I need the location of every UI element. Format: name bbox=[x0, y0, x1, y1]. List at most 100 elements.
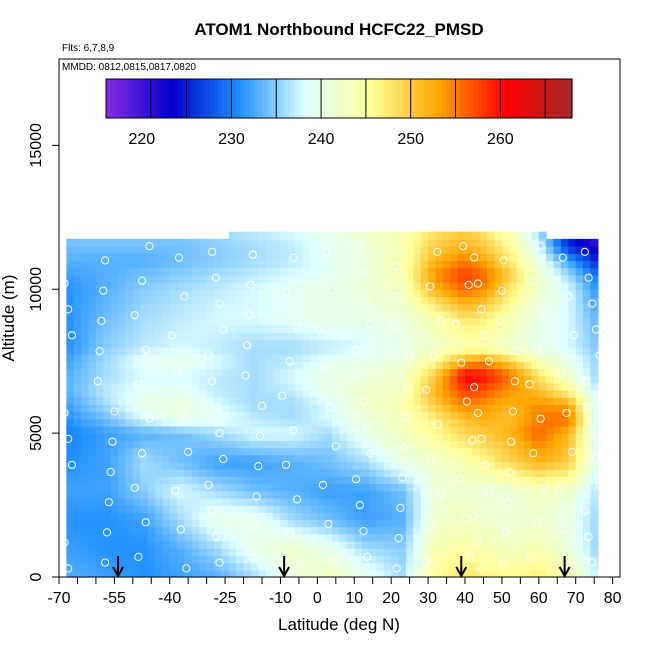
heatmap-cell bbox=[472, 382, 481, 391]
heatmap-cell bbox=[287, 318, 296, 326]
observation-point bbox=[285, 357, 294, 366]
colorbar-swatch bbox=[343, 79, 349, 118]
heatmap-cell bbox=[383, 310, 392, 319]
heatmap-cell bbox=[575, 361, 584, 369]
heatmap-cell bbox=[228, 274, 237, 283]
heatmap-cell bbox=[524, 562, 533, 571]
heatmap-cell bbox=[457, 346, 466, 355]
heatmap-cell bbox=[95, 274, 104, 283]
colorbar-swatch bbox=[365, 79, 371, 118]
heatmap-cell bbox=[280, 318, 289, 326]
heatmap-cell bbox=[302, 289, 311, 298]
heatmap-cell bbox=[479, 310, 488, 319]
heatmap-cell bbox=[583, 260, 592, 269]
heatmap-cell bbox=[575, 375, 584, 384]
heatmap-cell bbox=[531, 418, 540, 427]
heatmap-cell bbox=[354, 382, 363, 391]
heatmap-cell bbox=[140, 282, 149, 290]
heatmap-cell bbox=[546, 253, 555, 262]
heatmap-cell bbox=[405, 440, 414, 449]
heatmap-cell bbox=[420, 425, 429, 434]
heatmap-cell bbox=[501, 231, 510, 240]
y-tick-label: 5000 bbox=[28, 415, 45, 451]
heatmap-cell bbox=[442, 541, 451, 549]
heatmap-cell bbox=[177, 339, 186, 348]
heatmap-cell bbox=[154, 361, 163, 369]
heatmap-cell bbox=[221, 310, 230, 319]
heatmap-cell bbox=[309, 361, 318, 369]
heatmap-cell bbox=[177, 346, 186, 355]
heatmap-cell bbox=[177, 440, 186, 449]
heatmap-cell bbox=[118, 555, 127, 564]
heatmap-cell bbox=[560, 303, 569, 312]
heatmap-cell bbox=[236, 303, 245, 312]
heatmap-cell bbox=[110, 569, 119, 578]
heatmap-cell bbox=[88, 274, 97, 283]
heatmap-cell bbox=[376, 353, 385, 362]
heatmap-cell bbox=[265, 541, 274, 549]
heatmap-cell bbox=[118, 411, 127, 420]
heatmap-cell bbox=[472, 310, 481, 319]
heatmap-cell bbox=[516, 303, 525, 312]
heatmap-cell bbox=[479, 318, 488, 326]
heatmap-cell bbox=[391, 497, 400, 506]
heatmap-cell bbox=[191, 555, 200, 564]
heatmap-cell bbox=[405, 397, 414, 405]
observation-point bbox=[422, 385, 431, 394]
observation-point bbox=[405, 352, 414, 361]
heatmap-cell bbox=[132, 569, 141, 578]
heatmap-cell bbox=[516, 454, 525, 463]
heatmap-cell bbox=[162, 382, 171, 391]
heatmap-cell bbox=[413, 440, 422, 449]
dates-subtitle: MMDD: 0812,0815,0817,0820 bbox=[62, 62, 196, 73]
heatmap-cell bbox=[191, 353, 200, 362]
colorbar-swatch bbox=[123, 79, 129, 118]
heatmap-cell bbox=[464, 454, 473, 463]
heatmap-cell bbox=[479, 267, 488, 276]
heatmap-cell bbox=[339, 267, 348, 276]
heatmap-cell bbox=[66, 490, 75, 499]
heatmap-cell bbox=[583, 541, 592, 549]
heatmap-cell bbox=[324, 411, 333, 420]
heatmap-cell bbox=[494, 274, 503, 283]
heatmap-cell bbox=[273, 425, 282, 434]
heatmap-cell bbox=[560, 497, 569, 506]
heatmap-cell bbox=[88, 267, 97, 276]
heatmap-cell bbox=[228, 469, 237, 477]
heatmap-cell bbox=[428, 433, 437, 441]
heatmap-cell bbox=[428, 231, 437, 240]
heatmap-cell bbox=[391, 303, 400, 312]
heatmap-cell bbox=[66, 562, 75, 571]
heatmap-cell bbox=[243, 411, 252, 420]
heatmap-cell bbox=[560, 469, 569, 477]
heatmap-cell bbox=[524, 548, 533, 557]
heatmap-cell bbox=[509, 339, 518, 348]
heatmap-cell bbox=[73, 425, 82, 434]
heatmap-cell bbox=[295, 469, 304, 477]
heatmap-cell bbox=[583, 505, 592, 513]
heatmap-cell bbox=[413, 483, 422, 492]
observation-point bbox=[580, 506, 590, 515]
heatmap-cell bbox=[199, 469, 208, 477]
heatmap-cell bbox=[324, 282, 333, 290]
heatmap-cell bbox=[95, 397, 104, 405]
heatmap-cell bbox=[243, 253, 252, 262]
heatmap-cell bbox=[88, 368, 97, 377]
heatmap-cell bbox=[509, 433, 518, 441]
heatmap-cell bbox=[191, 397, 200, 405]
heatmap-cell bbox=[413, 282, 422, 290]
colorbar-swatch bbox=[209, 79, 215, 118]
heatmap-cell bbox=[169, 569, 178, 578]
heatmap-cell bbox=[413, 555, 422, 564]
heatmap-cell bbox=[73, 325, 82, 333]
heatmap-cell bbox=[575, 296, 584, 305]
heatmap-cell bbox=[147, 246, 156, 254]
heatmap-cell bbox=[575, 303, 584, 312]
heatmap-cell bbox=[147, 469, 156, 477]
heatmap-cell bbox=[273, 238, 282, 247]
heatmap-cell bbox=[553, 282, 562, 290]
observation-point bbox=[219, 325, 228, 334]
heatmap-cell bbox=[162, 325, 171, 333]
heatmap-cell bbox=[162, 433, 171, 441]
heatmap-cell bbox=[487, 296, 496, 305]
